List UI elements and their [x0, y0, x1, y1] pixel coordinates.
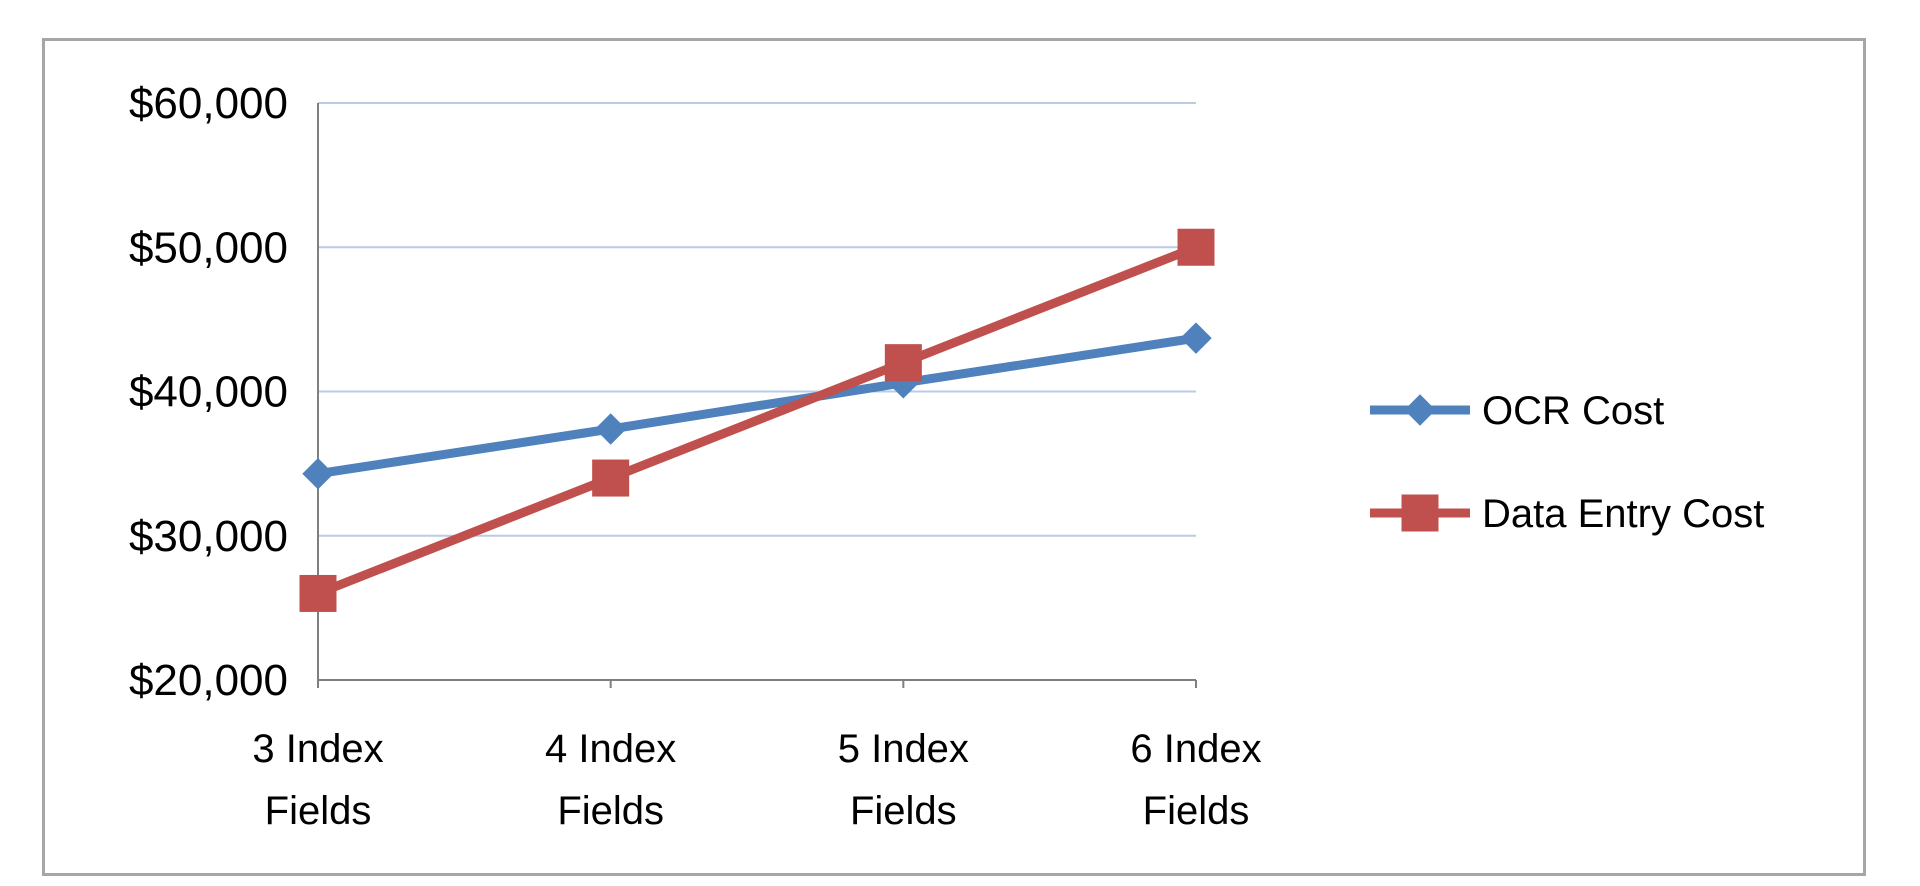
- x-category-label-line: Fields: [265, 789, 372, 833]
- x-category-label-line: 3 Index: [252, 727, 383, 771]
- series-group: [299, 228, 1215, 612]
- series-data-entry-cost: [299, 228, 1215, 612]
- y-tick-label: $20,000: [129, 656, 288, 705]
- y-tick-label: $30,000: [129, 512, 288, 561]
- x-category-label: 4 Index Fields: [545, 727, 676, 833]
- data-point: [302, 458, 334, 490]
- x-category-label-line: 6 Index: [1130, 727, 1261, 771]
- y-tick-label: $50,000: [129, 223, 288, 272]
- legend: OCR Cost Data Entry Cost: [1370, 389, 1764, 536]
- legend-item: Data Entry Cost: [1370, 492, 1764, 536]
- gridlines: [318, 102, 1196, 537]
- data-point: [884, 344, 922, 382]
- legend-marker: [1404, 394, 1436, 426]
- x-category-label: 3 Index Fields: [252, 727, 383, 833]
- x-category-label-line: Fields: [850, 789, 957, 833]
- legend-marker: [1401, 494, 1439, 532]
- data-point: [592, 459, 630, 497]
- legend-label: OCR Cost: [1482, 389, 1664, 433]
- series-line: [317, 333, 1197, 479]
- axes: [317, 103, 1197, 688]
- chart-frame: [42, 38, 1866, 876]
- y-tick-label: $40,000: [129, 368, 288, 417]
- data-point: [594, 413, 627, 445]
- x-category-label-line: Fields: [1143, 789, 1250, 833]
- x-category-label-line: Fields: [557, 789, 664, 833]
- y-axis-tick-labels: $20,000 $30,000 $40,000 $50,000 $60,000: [129, 79, 288, 705]
- x-category-label: 5 Index Fields: [838, 727, 969, 833]
- x-category-label-line: 4 Index: [545, 727, 676, 771]
- legend-label: Data Entry Cost: [1482, 492, 1764, 536]
- legend-item: OCR Cost: [1370, 389, 1664, 433]
- series-ocr-cost: [302, 322, 1212, 490]
- data-point: [299, 574, 337, 612]
- data-point: [1177, 228, 1215, 266]
- y-tick-label: $60,000: [129, 79, 288, 128]
- series-line: [316, 243, 1198, 598]
- data-point: [1180, 322, 1212, 354]
- x-category-label: 6 Index Fields: [1130, 727, 1261, 833]
- x-category-label-line: 5 Index: [838, 727, 969, 771]
